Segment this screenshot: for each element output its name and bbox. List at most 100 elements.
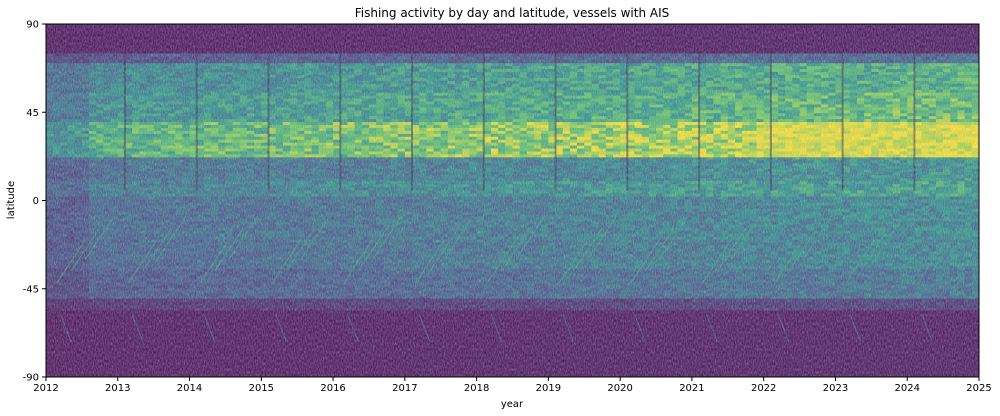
heatmap-cell xyxy=(268,44,277,48)
heatmap-cell xyxy=(124,47,133,51)
heatmap-cell xyxy=(390,50,399,54)
heatmap-cell xyxy=(390,32,399,37)
heatmap-cell xyxy=(182,50,191,54)
heatmap-cell xyxy=(275,41,284,45)
heatmap-cell xyxy=(239,26,248,31)
heatmap-cell xyxy=(440,24,449,28)
heatmap-cell xyxy=(318,50,327,54)
heatmap-cell xyxy=(74,44,83,48)
heatmap-cell xyxy=(426,29,435,34)
heatmap-cell xyxy=(89,44,97,48)
heatmap-cell xyxy=(304,29,313,34)
heatmap-cell xyxy=(246,29,255,34)
heatmap-cell xyxy=(196,44,205,48)
heatmap-cell xyxy=(397,35,406,40)
chart-title: Fishing activity by day and latitude, ve… xyxy=(355,6,670,20)
heatmap-cell xyxy=(383,47,392,51)
heatmap-cell xyxy=(189,26,198,31)
heatmap-cell xyxy=(368,32,377,37)
heatmap-cell xyxy=(318,24,327,28)
heatmap-cell xyxy=(254,41,262,45)
heatmap-cell xyxy=(160,41,169,45)
heatmap-cell xyxy=(203,44,212,48)
heatmap-cell xyxy=(318,35,327,40)
heatmap-cell xyxy=(96,32,105,37)
heatmap-cell xyxy=(290,44,298,48)
heatmap-cell xyxy=(412,50,420,54)
heatmap-cell xyxy=(132,35,140,40)
heatmap-cell xyxy=(60,35,69,40)
heatmap-cell xyxy=(282,41,291,45)
heatmap-cell xyxy=(333,50,341,54)
heatmap-cell xyxy=(203,41,212,45)
heatmap-cell xyxy=(232,50,241,54)
heatmap-cell xyxy=(146,47,155,51)
heatmap-cell xyxy=(96,35,105,40)
heatmap-cell xyxy=(412,29,420,34)
heatmap-cell xyxy=(153,29,162,34)
heatmap-cell xyxy=(146,38,155,43)
heatmap-cell xyxy=(340,41,349,45)
heatmap-cell xyxy=(297,29,305,34)
heatmap-cell xyxy=(124,32,133,37)
heatmap-cell xyxy=(440,32,449,37)
heatmap-cell xyxy=(96,26,105,31)
heatmap-cell xyxy=(117,47,126,51)
heatmap-cell xyxy=(404,32,413,37)
heatmap-cell xyxy=(426,32,435,37)
heatmap-cell xyxy=(211,41,219,45)
heatmap-cell xyxy=(383,29,392,34)
heatmap-cell xyxy=(153,35,162,40)
heatmap-cell xyxy=(89,38,97,43)
heatmap-cell xyxy=(110,38,119,43)
heatmap-cell xyxy=(268,32,277,37)
heatmap-cell xyxy=(110,47,119,51)
heatmap-cell xyxy=(96,41,105,45)
heatmap-cell xyxy=(175,32,183,37)
heatmap-cell xyxy=(103,44,112,48)
heatmap-cell xyxy=(254,32,262,37)
heatmap-cell xyxy=(160,24,169,28)
heatmap-cell xyxy=(96,29,105,34)
heatmap-cell xyxy=(304,50,313,54)
heatmap-cell xyxy=(268,35,277,40)
heatmap-cell xyxy=(89,24,97,28)
heatmap-cell xyxy=(182,24,191,28)
heatmap-cell xyxy=(67,38,76,43)
heatmap-cell xyxy=(419,38,427,43)
heatmap-cell xyxy=(232,44,241,48)
heatmap-cell xyxy=(132,38,140,43)
heatmap-cell xyxy=(239,50,248,54)
heatmap-cell xyxy=(153,26,162,31)
heatmap-cell xyxy=(196,26,205,31)
heatmap-cell xyxy=(433,50,442,54)
heatmap-cell xyxy=(168,35,176,40)
heatmap-cell xyxy=(225,50,234,54)
heatmap-cell xyxy=(282,50,291,54)
heatmap-cell xyxy=(175,26,183,31)
heatmap-cell xyxy=(268,41,277,45)
heatmap-cell xyxy=(268,47,277,51)
heatmap-cell xyxy=(182,29,191,34)
heatmap-cell xyxy=(290,32,298,37)
heatmap-cell xyxy=(368,26,377,31)
heatmap-cell xyxy=(168,38,176,43)
heatmap-cell xyxy=(333,38,341,43)
heatmap-cell xyxy=(433,32,442,37)
heatmap-cell xyxy=(211,35,219,40)
heatmap-cell xyxy=(397,44,406,48)
heatmap-cell xyxy=(218,50,227,54)
heatmap-cell xyxy=(96,47,105,51)
heatmap-cell xyxy=(232,32,241,37)
heatmap-cell xyxy=(218,38,227,43)
heatmap-cell xyxy=(218,44,227,48)
heatmap-cell xyxy=(53,38,61,43)
heatmap-cell xyxy=(246,32,255,37)
heatmap-cell xyxy=(368,50,377,54)
heatmap-cell xyxy=(53,41,61,45)
heatmap-cell xyxy=(282,26,291,31)
heatmap-cell xyxy=(412,44,420,48)
heatmap-cell xyxy=(139,26,148,31)
heatmap-cell xyxy=(189,38,198,43)
heatmap-cell xyxy=(67,47,76,51)
